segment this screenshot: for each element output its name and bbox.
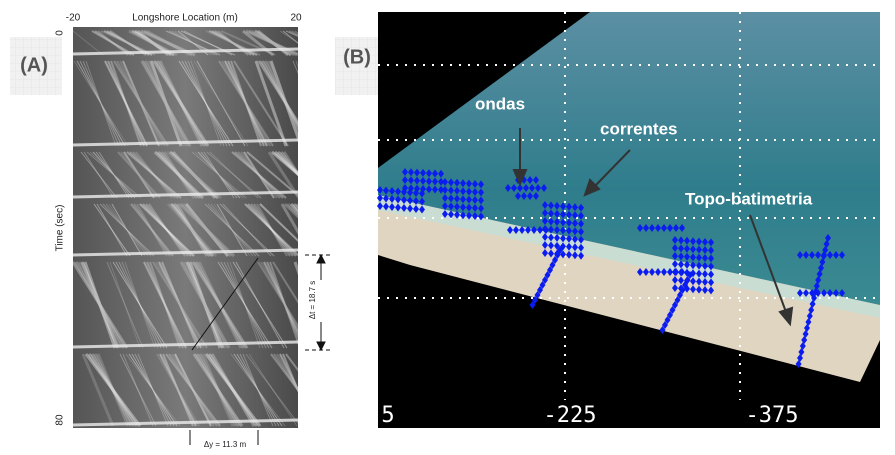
y-axis-label: Time (sec) <box>55 205 66 252</box>
figure: (A) Longshore Location (m) -20 20 Time (… <box>0 0 895 450</box>
delta-y-label: Δy = 11.3 m <box>204 440 247 449</box>
x-tick-label: 5 <box>381 403 394 428</box>
delta-t-label: Δt = 18.7 s <box>308 281 317 319</box>
timestack-image <box>73 27 340 428</box>
annotation: Topo-batimetria <box>685 189 813 208</box>
annotation: ondas <box>475 94 525 113</box>
streak <box>294 204 330 256</box>
x-tick-label: 20 <box>290 13 302 24</box>
panel-label: (B) <box>343 46 371 68</box>
x-axis-label: Longshore Location (m) <box>132 13 238 24</box>
x-tick-label: -375 <box>746 403 799 428</box>
streak <box>297 204 327 256</box>
y-tick-label: 0 <box>55 30 66 36</box>
annotation: correntes <box>600 119 677 138</box>
panel-label: (A) <box>20 54 48 76</box>
streak <box>292 31 334 55</box>
x-tick-label: -225 <box>544 403 597 428</box>
streak <box>295 31 331 55</box>
streak <box>296 61 326 146</box>
streak <box>293 61 329 146</box>
y-tick-label: 80 <box>55 414 66 426</box>
x-tick-label: -20 <box>66 13 81 24</box>
